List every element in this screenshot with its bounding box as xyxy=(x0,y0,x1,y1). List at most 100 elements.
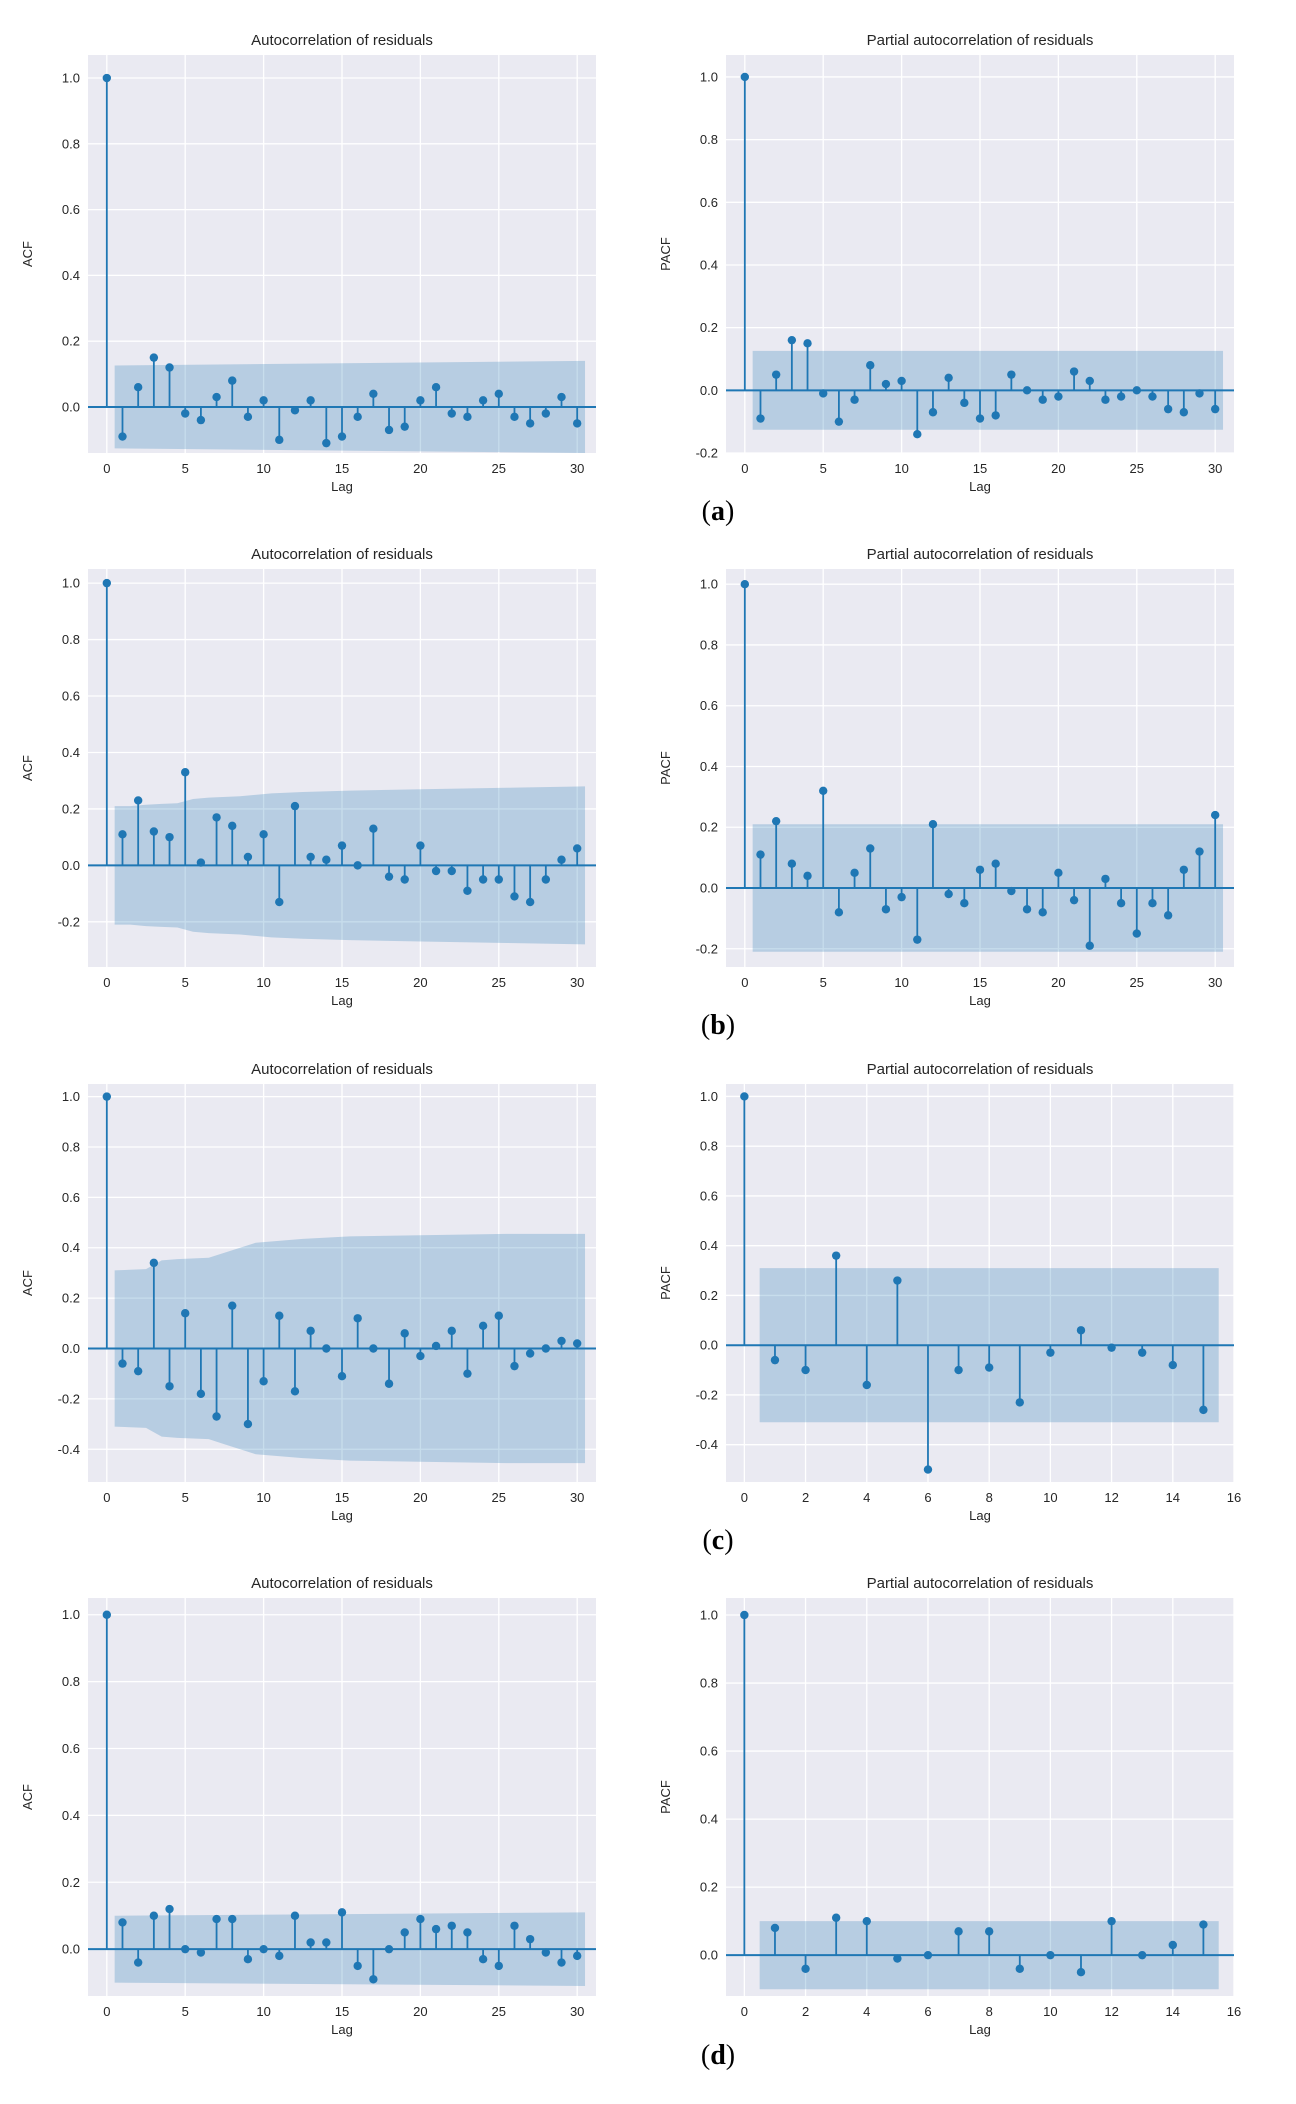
y-tick-label: 1.0 xyxy=(62,1089,80,1104)
marker-lag-10 xyxy=(1046,1950,1055,1960)
x-tick-label: 0 xyxy=(103,1490,110,1505)
x-tick-label: 15 xyxy=(335,975,349,990)
y-tick-label: -0.2 xyxy=(58,914,80,929)
chart-1: 0 5 10 15 20 25 30 0.0 0.2 0.4 0.6 0.8 1.0 Autocorrel… xyxy=(20,32,596,494)
marker-lag-18 xyxy=(1022,386,1032,395)
y-axis-label: ACF xyxy=(20,1270,35,1296)
marker-lag-2 xyxy=(771,816,781,826)
x-tick-label: 30 xyxy=(1208,461,1222,476)
marker-lag-29 xyxy=(557,1336,566,1346)
marker-lag-19 xyxy=(400,422,409,431)
marker-lag-2 xyxy=(133,796,143,805)
x-tick-label: 0 xyxy=(103,461,110,476)
x-tick-label: 25 xyxy=(492,975,506,990)
marker-lag-23 xyxy=(463,1928,472,1937)
y-tick-label: 0.8 xyxy=(62,632,80,647)
y-tick-label: 0.8 xyxy=(700,637,718,652)
x-tick-label: 10 xyxy=(1043,1490,1057,1505)
marker-lag-9 xyxy=(243,412,253,422)
marker-lag-26 xyxy=(1148,392,1157,401)
marker-lag-25 xyxy=(494,1961,503,1971)
x-tick-label: 25 xyxy=(492,461,506,476)
y-tick-label: 0.2 xyxy=(62,1291,80,1306)
marker-lag-10 xyxy=(259,1377,268,1386)
marker-lag-1 xyxy=(770,1923,780,1933)
y-tick-label: 0.8 xyxy=(62,1139,80,1154)
x-tick-label: 10 xyxy=(256,975,270,990)
x-tick-label: 10 xyxy=(894,975,908,990)
marker-lag-7 xyxy=(954,1365,963,1375)
chart-7: 0 5 10 15 20 25 30 0.0 0.2 0.4 0.6 0.8 1.0 Autocorrel… xyxy=(20,1575,596,2037)
marker-lag-14 xyxy=(322,1344,331,1353)
marker-lag-30 xyxy=(572,1339,582,1348)
marker-lag-28 xyxy=(541,1344,551,1353)
marker-lag-14 xyxy=(960,398,969,408)
marker-lag-11 xyxy=(1076,1967,1086,1977)
chart-title: Partial autocorrelation of residuals xyxy=(867,32,1094,49)
marker-lag-0 xyxy=(740,1092,749,1101)
x-tick-label: 20 xyxy=(1051,975,1065,990)
marker-lag-28 xyxy=(541,875,551,884)
marker-lag-13 xyxy=(306,396,315,405)
marker-lag-6 xyxy=(923,1950,933,1960)
marker-lag-7 xyxy=(212,1412,221,1421)
y-axis-label: ACF xyxy=(20,241,35,267)
chart-6: 0 2 4 6 8 10 12 14 16 -0.4 -0.2 0.0 0.2 0.4 0.6 0.8 1.0 P… xyxy=(658,1061,1241,1523)
x-tick-label: 30 xyxy=(570,461,584,476)
marker-lag-16 xyxy=(991,411,1000,420)
marker-lag-16 xyxy=(353,412,362,422)
marker-lag-18 xyxy=(1022,905,1032,914)
y-tick-label: 1.0 xyxy=(700,1608,718,1623)
marker-lag-0 xyxy=(102,73,112,83)
marker-lag-21 xyxy=(431,866,441,876)
x-axis-label: Lag xyxy=(969,993,991,1008)
y-tick-label: -0.2 xyxy=(58,1391,80,1406)
marker-lag-2 xyxy=(801,1964,810,1973)
y-tick-label: 0.2 xyxy=(700,320,718,335)
marker-lag-13 xyxy=(306,1938,315,1947)
marker-lag-17 xyxy=(369,1344,378,1353)
marker-lag-11 xyxy=(275,1951,284,1961)
marker-lag-12 xyxy=(928,820,938,829)
x-tick-label: 10 xyxy=(256,1490,270,1505)
marker-lag-6 xyxy=(923,1465,933,1474)
x-tick-label: 6 xyxy=(924,2004,931,2019)
chart-5: 0 5 10 15 20 25 30 -0.4 -0.2 0.0 0.2 0.4 0.6 0.8 1.0 Au… xyxy=(20,1061,596,1523)
marker-lag-1 xyxy=(118,432,127,441)
marker-lag-12 xyxy=(1107,1343,1116,1352)
marker-lag-23 xyxy=(1101,874,1110,884)
x-axis-label: Lag xyxy=(331,2022,353,2037)
marker-lag-12 xyxy=(290,1911,300,1920)
marker-lag-3 xyxy=(149,827,159,836)
marker-lag-30 xyxy=(572,844,582,853)
x-tick-label: 16 xyxy=(1227,1490,1241,1505)
marker-lag-5 xyxy=(819,786,828,795)
x-tick-label: 5 xyxy=(182,1490,189,1505)
x-tick-label: 15 xyxy=(335,1490,349,1505)
marker-lag-5 xyxy=(181,1309,190,1318)
marker-lag-10 xyxy=(259,396,268,405)
marker-lag-16 xyxy=(991,859,1000,868)
marker-lag-12 xyxy=(1107,1916,1116,1926)
marker-lag-24 xyxy=(478,875,488,884)
marker-lag-23 xyxy=(463,412,472,422)
marker-lag-14 xyxy=(322,1938,331,1947)
x-tick-label: 5 xyxy=(182,2004,189,2019)
marker-lag-7 xyxy=(850,868,859,878)
marker-lag-14 xyxy=(322,855,331,864)
x-tick-label: 25 xyxy=(1130,975,1144,990)
x-tick-label: 16 xyxy=(1227,2004,1241,2019)
marker-lag-0 xyxy=(102,1610,112,1619)
marker-lag-30 xyxy=(572,1951,582,1961)
marker-lag-0 xyxy=(102,1092,112,1101)
marker-lag-10 xyxy=(897,376,906,386)
marker-lag-7 xyxy=(212,392,221,402)
x-tick-label: 30 xyxy=(570,975,584,990)
marker-lag-6 xyxy=(196,1948,206,1957)
marker-lag-4 xyxy=(803,871,812,881)
marker-lag-17 xyxy=(369,824,378,833)
y-tick-label: 0.6 xyxy=(700,195,718,210)
x-tick-label: 25 xyxy=(492,1490,506,1505)
marker-lag-28 xyxy=(541,409,551,418)
